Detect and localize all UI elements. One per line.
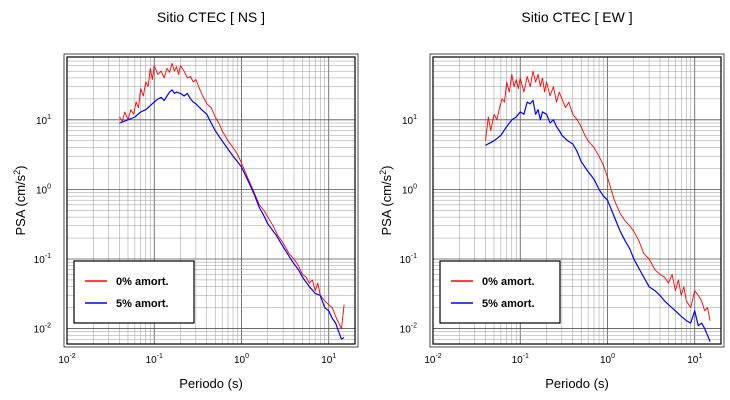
x-tick-label: 100 bbox=[234, 353, 249, 366]
y-tick-label: 101 bbox=[36, 114, 51, 127]
y-tick-label: 100 bbox=[402, 183, 417, 196]
legend: 0% amort. 5% amort. bbox=[73, 260, 195, 324]
chart-0: 10-2 10-1 100 101 10-2 10-1 100 101 Sitio CTEC [… bbox=[12, 9, 359, 391]
y-tick-label: 10-2 bbox=[400, 323, 417, 336]
y-tick-label: 101 bbox=[402, 114, 417, 127]
y-tick-label: 100 bbox=[36, 183, 51, 196]
y-tick-label: 10-1 bbox=[400, 253, 417, 266]
chart-title: Sitio CTEC [ EW ] bbox=[521, 9, 632, 25]
y-axis-label: PSA (cm/s2) bbox=[12, 165, 28, 235]
legend-label-1: 5% amort. bbox=[116, 298, 169, 310]
x-tick-label: 10-2 bbox=[58, 353, 75, 366]
x-tick-label: 10-1 bbox=[146, 353, 163, 366]
series-line-0 bbox=[485, 70, 711, 321]
x-tick-label: 101 bbox=[687, 353, 702, 366]
y-axis-label: PSA (cm/s2) bbox=[378, 165, 394, 235]
legend: 0% amort. 5% amort. bbox=[439, 260, 561, 324]
legend-label-0: 0% amort. bbox=[482, 276, 535, 288]
legend-box bbox=[73, 260, 195, 324]
y-tick-label: 10-1 bbox=[34, 253, 51, 266]
chart-title: Sitio CTEC [ NS ] bbox=[157, 9, 265, 25]
x-tick-label: 10-1 bbox=[512, 353, 529, 366]
plot-frame-outer bbox=[63, 53, 359, 348]
x-axis-label: Periodo (s) bbox=[545, 376, 609, 391]
series-line-1 bbox=[119, 89, 345, 340]
series-line-0 bbox=[119, 62, 345, 330]
plot-frame bbox=[432, 56, 722, 345]
y-tick-label: 10-2 bbox=[34, 323, 51, 336]
legend-label-0: 0% amort. bbox=[116, 276, 169, 288]
plot-frame bbox=[66, 56, 356, 345]
legend-label-1: 5% amort. bbox=[482, 298, 535, 310]
series-line-1 bbox=[485, 99, 711, 342]
x-tick-label: 101 bbox=[321, 353, 336, 366]
chart-1: 10-2 10-1 100 101 10-2 10-1 100 101 Sitio CTEC [… bbox=[378, 9, 725, 391]
x-axis-label: Periodo (s) bbox=[179, 376, 243, 391]
x-tick-label: 10-2 bbox=[424, 353, 441, 366]
x-tick-label: 100 bbox=[600, 353, 615, 366]
legend-box bbox=[439, 260, 561, 324]
plot-frame-outer bbox=[429, 53, 725, 348]
